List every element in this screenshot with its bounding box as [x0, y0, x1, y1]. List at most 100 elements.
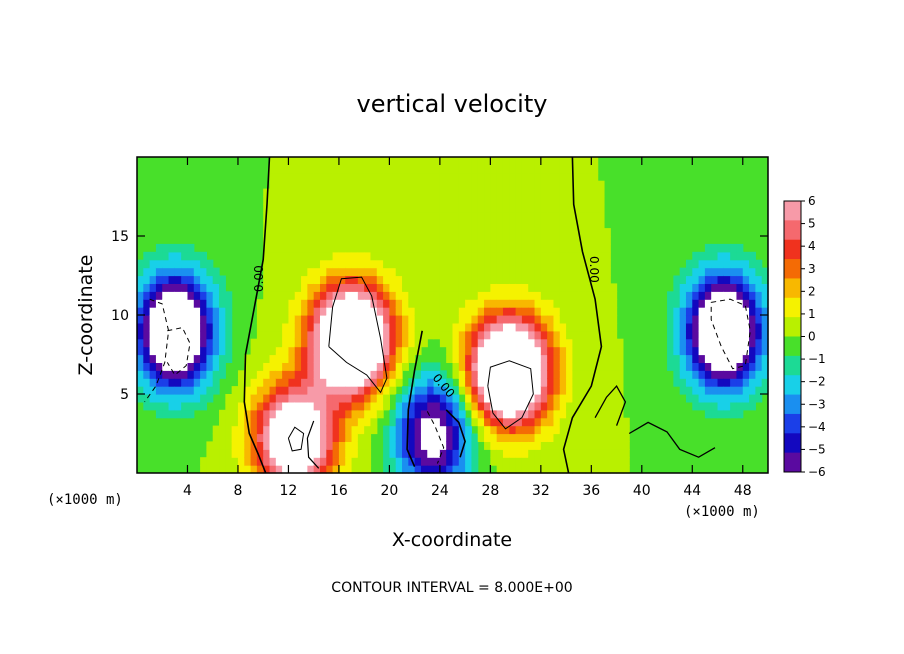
- heatmap-cell: [509, 322, 517, 332]
- heatmap-cell: [477, 283, 485, 292]
- heatmap-cell: [225, 401, 233, 411]
- heatmap-cell: [420, 370, 428, 379]
- heatmap-cell: [534, 401, 542, 411]
- heatmap-cell: [420, 164, 428, 174]
- heatmap-cell: [338, 433, 346, 442]
- heatmap-cell: [338, 180, 346, 190]
- heatmap-cell: [484, 275, 491, 284]
- heatmap-cell: [402, 346, 409, 356]
- heatmap-cell: [275, 228, 283, 237]
- heatmap-cell: [155, 362, 163, 371]
- heatmap-cell: [338, 196, 346, 205]
- heatmap-cell: [597, 267, 605, 277]
- heatmap-cell: [219, 346, 226, 356]
- heatmap-cell: [395, 251, 403, 261]
- colorbar-tick-label: 0: [808, 330, 816, 344]
- heatmap-cell: [389, 283, 397, 292]
- heatmap-cell: [155, 315, 163, 324]
- heatmap-cell: [452, 236, 460, 245]
- heatmap-cell: [717, 275, 725, 284]
- heatmap-cell: [723, 283, 731, 292]
- heatmap-cell: [496, 220, 504, 229]
- heatmap-cell: [540, 315, 548, 324]
- heatmap-cell: [742, 386, 750, 395]
- heatmap-cell: [704, 299, 712, 308]
- heatmap-cell: [610, 322, 618, 332]
- heatmap-cell: [200, 275, 208, 284]
- heatmap-cell: [458, 307, 466, 316]
- heatmap-cell: [540, 346, 548, 356]
- heatmap-cell: [420, 228, 428, 237]
- heatmap-cell: [471, 164, 479, 174]
- heatmap-cell: [509, 465, 517, 474]
- heatmap-cell: [484, 172, 491, 182]
- heatmap-cell: [585, 322, 592, 332]
- heatmap-cell: [326, 425, 334, 435]
- heatmap-cell: [137, 354, 144, 363]
- heatmap-cell: [597, 283, 605, 292]
- heatmap-cell: [345, 425, 353, 435]
- heatmap-cell: [484, 401, 491, 411]
- heatmap-cell: [528, 417, 536, 427]
- heatmap-cell: [275, 188, 283, 198]
- heatmap-cell: [244, 425, 252, 435]
- heatmap-cell: [181, 409, 189, 419]
- heatmap-cell: [698, 362, 706, 371]
- heatmap-cell: [408, 251, 416, 261]
- heatmap-cell: [547, 433, 555, 442]
- heatmap-cell: [250, 394, 258, 403]
- heatmap-cell: [477, 220, 485, 229]
- heatmap-cell: [471, 307, 479, 316]
- heatmap-cell: [294, 251, 302, 261]
- heatmap-cell: [364, 330, 372, 340]
- heatmap-cell: [357, 457, 365, 466]
- heatmap-cell: [383, 228, 390, 237]
- heatmap-cell: [528, 346, 536, 356]
- heatmap-cell: [389, 275, 397, 284]
- heatmap-cell: [364, 370, 372, 379]
- heatmap-cell: [465, 164, 473, 174]
- heatmap-cell: [351, 409, 359, 419]
- heatmap-cell: [591, 196, 599, 205]
- heatmap-cell: [673, 378, 681, 387]
- heatmap-cell: [231, 465, 239, 474]
- heatmap-cell: [376, 299, 384, 308]
- heatmap-cell: [414, 370, 422, 379]
- heatmap-cell: [433, 362, 441, 371]
- heatmap-cell: [433, 172, 441, 182]
- heatmap-cell: [427, 259, 435, 269]
- heatmap-cell: [452, 433, 460, 442]
- heatmap-cell: [288, 204, 296, 213]
- heatmap-cell: [383, 291, 390, 300]
- heatmap-cell: [294, 196, 302, 205]
- heatmap-cell: [219, 275, 226, 284]
- heatmap-cell: [414, 172, 422, 182]
- heatmap-cell: [439, 417, 447, 427]
- heatmap-cell: [364, 180, 372, 190]
- heatmap-cell: [585, 188, 592, 198]
- heatmap-cell: [383, 315, 390, 324]
- heatmap-cell: [269, 425, 277, 435]
- heatmap-cell: [723, 307, 731, 316]
- heatmap-cell: [490, 441, 498, 450]
- heatmap-cell: [187, 243, 195, 253]
- heatmap-cell: [446, 465, 454, 474]
- heatmap-cell: [528, 291, 536, 300]
- heatmap-cell: [313, 220, 321, 229]
- heatmap-cell: [345, 164, 353, 174]
- heatmap-cell: [603, 378, 611, 387]
- heatmap-cell: [559, 441, 567, 450]
- heatmap-cell: [603, 299, 611, 308]
- heatmap-cell: [193, 267, 201, 277]
- heatmap-cell: [357, 188, 365, 198]
- heatmap-cell: [572, 283, 580, 292]
- heatmap-cell: [547, 228, 555, 237]
- heatmap-cell: [370, 322, 378, 332]
- heatmap-cell: [345, 259, 353, 269]
- heatmap-cell: [528, 275, 536, 284]
- heatmap-cell: [275, 322, 283, 332]
- heatmap-cell: [692, 251, 700, 261]
- heatmap-cell: [515, 228, 523, 237]
- heatmap-cell: [452, 180, 460, 190]
